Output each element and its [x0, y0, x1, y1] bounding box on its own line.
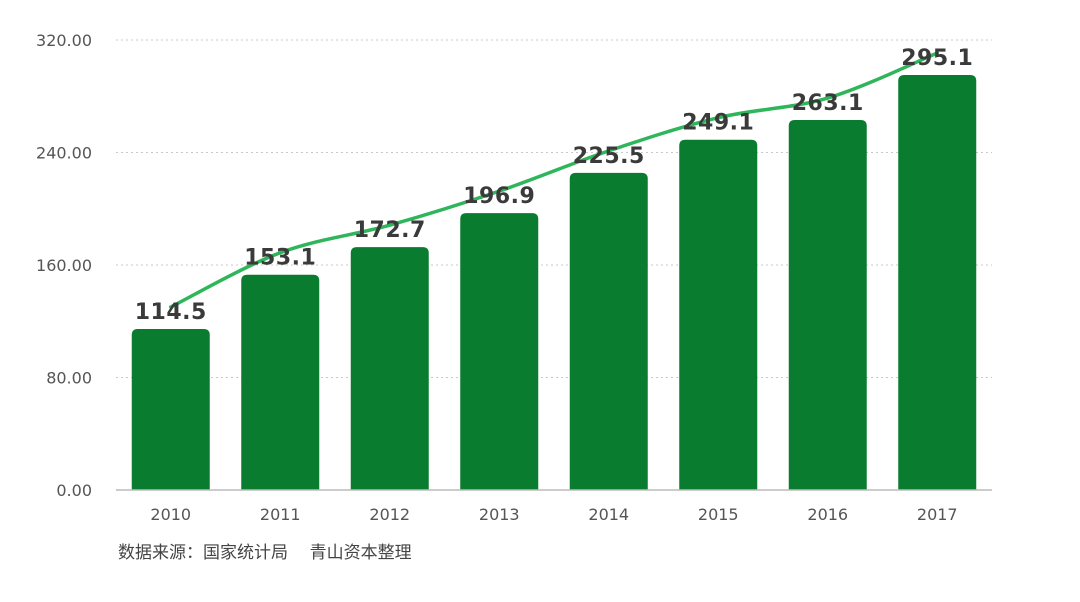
trend-line — [169, 51, 939, 309]
source-note: 数据来源：国家统计局 青山资本整理 — [118, 543, 412, 563]
bar-2014 — [569, 172, 648, 490]
data-label-2016: 263.1 — [792, 91, 864, 116]
axes: 0.00 80.00 160.00 240.00 320.00 2010 2011 2012 2… — [36, 31, 992, 524]
bar-2013 — [460, 213, 539, 490]
x-tick-label: 2012 — [369, 505, 410, 524]
bars — [131, 75, 977, 490]
data-label-2014: 225.5 — [573, 144, 645, 169]
data-label-2011: 153.1 — [244, 246, 316, 271]
x-tick-label: 2011 — [260, 505, 301, 524]
data-labels: 114.5 153.1 172.7 196.9 225.5 249.1 263.1 295.1 — [135, 46, 973, 325]
y-tick-label: 160.00 — [36, 256, 92, 275]
bar-2012 — [350, 247, 429, 490]
y-tick-label: 240.00 — [36, 144, 92, 163]
y-tick-label: 0.00 — [56, 481, 92, 500]
x-tick-label: 2010 — [150, 505, 191, 524]
data-label-2017: 295.1 — [901, 46, 973, 71]
data-label-2012: 172.7 — [354, 218, 426, 243]
bar-2017 — [898, 75, 977, 490]
bar-2016 — [788, 120, 867, 490]
y-tick-label: 320.00 — [36, 31, 92, 50]
y-tick-label: 80.00 — [46, 369, 92, 388]
bar-2011 — [241, 274, 320, 490]
x-tick-label: 2013 — [479, 505, 520, 524]
data-label-2013: 196.9 — [463, 184, 535, 209]
x-tick-label: 2015 — [698, 505, 739, 524]
bar-2015 — [679, 139, 758, 490]
bar-2010 — [131, 328, 210, 490]
data-label-2010: 114.5 — [135, 300, 207, 325]
x-tick-label: 2014 — [588, 505, 629, 524]
x-tick-label: 2017 — [917, 505, 958, 524]
x-tick-label: 2016 — [807, 505, 848, 524]
data-label-2015: 249.1 — [682, 111, 754, 136]
trend-curve — [169, 51, 939, 309]
